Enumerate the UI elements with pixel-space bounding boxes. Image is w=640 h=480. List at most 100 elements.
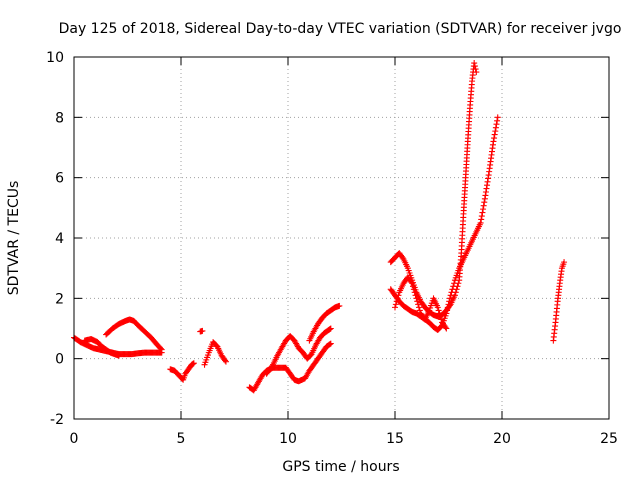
data-point-marker [479, 209, 486, 216]
data-point-marker [471, 60, 478, 67]
data-point-marker [438, 316, 445, 323]
data-point-marker [413, 295, 420, 302]
y-tick-label: 0 [55, 352, 64, 368]
data-series [201, 339, 229, 368]
x-tick-label: 20 [493, 431, 511, 447]
data-point-marker [478, 216, 485, 223]
data-series [387, 60, 480, 320]
data-point-marker [492, 124, 499, 131]
data-point-marker [157, 345, 164, 352]
data-point-marker [416, 307, 423, 314]
grid [74, 57, 609, 419]
data-point-marker [326, 341, 333, 348]
data-point-marker [480, 202, 487, 209]
data-point-marker [491, 131, 498, 138]
data-point-marker [480, 206, 487, 213]
data-points [71, 60, 568, 394]
data-point-marker [444, 307, 451, 314]
y-tick-label: 4 [55, 231, 64, 247]
data-series [197, 327, 206, 335]
x-tick-label: 25 [600, 431, 618, 447]
data-point-marker [443, 310, 450, 317]
data-point-marker [414, 298, 421, 305]
data-point-marker [394, 295, 401, 302]
y-tick-label: 10 [46, 50, 64, 66]
data-point-marker [409, 280, 416, 287]
data-point-marker [445, 301, 452, 308]
data-point-marker [437, 313, 444, 320]
y-axis-label: SDTVAR / TECUs [6, 181, 22, 296]
x-axis-label: GPS time / hours [282, 459, 399, 475]
data-point-marker [410, 286, 417, 293]
x-tick-label: 10 [279, 431, 297, 447]
x-tick-label: 0 [70, 431, 79, 447]
data-point-marker [327, 340, 334, 347]
data-point-marker [415, 301, 422, 308]
data-series [167, 360, 197, 383]
data-point-marker [392, 301, 399, 308]
data-point-marker [442, 324, 449, 331]
data-point-marker [491, 135, 498, 142]
data-point-marker [395, 292, 402, 299]
data-point-marker [446, 295, 453, 302]
data-point-marker [393, 298, 400, 305]
data-point-marker [477, 219, 484, 226]
data-point-marker [222, 357, 229, 364]
data-point-marker [493, 121, 500, 128]
data-point-marker [399, 254, 406, 261]
data-series [246, 340, 334, 394]
y-tick-label: 6 [55, 171, 64, 187]
data-point-marker [451, 280, 458, 287]
data-point-marker [436, 310, 443, 317]
data-point-marker [444, 304, 451, 311]
chart-title: Day 125 of 2018, Sidereal Day-to-day VTE… [59, 21, 622, 37]
x-tick-label: 15 [386, 431, 404, 447]
data-point-marker [190, 360, 197, 367]
data-series [103, 316, 165, 353]
data-point-marker [494, 117, 501, 124]
data-series [306, 302, 343, 344]
y-tick-label: 2 [55, 291, 64, 307]
data-point-marker [269, 362, 276, 369]
data-point-marker [473, 69, 480, 76]
data-series [387, 114, 501, 334]
data-point-marker [447, 292, 454, 299]
data-point-marker [450, 283, 457, 290]
data-series [392, 274, 450, 332]
data-point-marker [435, 307, 442, 314]
data-point-marker [446, 298, 453, 305]
data-point-marker [443, 325, 450, 332]
data-point-marker [478, 213, 485, 220]
data-point-marker [392, 304, 398, 311]
y-tick-label: 8 [55, 110, 64, 126]
data-point-marker [561, 259, 568, 266]
data-point-marker [199, 327, 206, 334]
data-point-marker [412, 292, 419, 299]
data-point-marker [449, 286, 456, 293]
axis-ticks: 0 5 10 15 20 25 -2 0 2 4 6 8 10 [46, 50, 618, 447]
data-point-marker [327, 325, 334, 332]
data-point-marker [411, 289, 418, 296]
data-series [263, 325, 334, 377]
plot-frame [73, 56, 610, 420]
data-point-marker [409, 283, 416, 290]
data-point-marker [490, 138, 497, 145]
data-point-marker [158, 346, 165, 353]
y-tick-label: -2 [50, 412, 64, 428]
data-series [81, 336, 122, 359]
data-point-marker [415, 304, 422, 311]
data-point-marker [492, 128, 499, 135]
data-point-marker [481, 199, 488, 206]
data-point-marker [471, 63, 478, 70]
data-point-marker [434, 304, 441, 311]
data-point-marker [494, 114, 501, 121]
data-point-marker [336, 302, 343, 309]
data-point-marker [222, 358, 229, 365]
data-point-marker [448, 289, 455, 296]
x-tick-label: 5 [177, 431, 186, 447]
data-series [550, 259, 568, 344]
data-point-marker [472, 66, 479, 73]
data-point-marker [115, 352, 122, 359]
data-point-marker [408, 279, 415, 286]
